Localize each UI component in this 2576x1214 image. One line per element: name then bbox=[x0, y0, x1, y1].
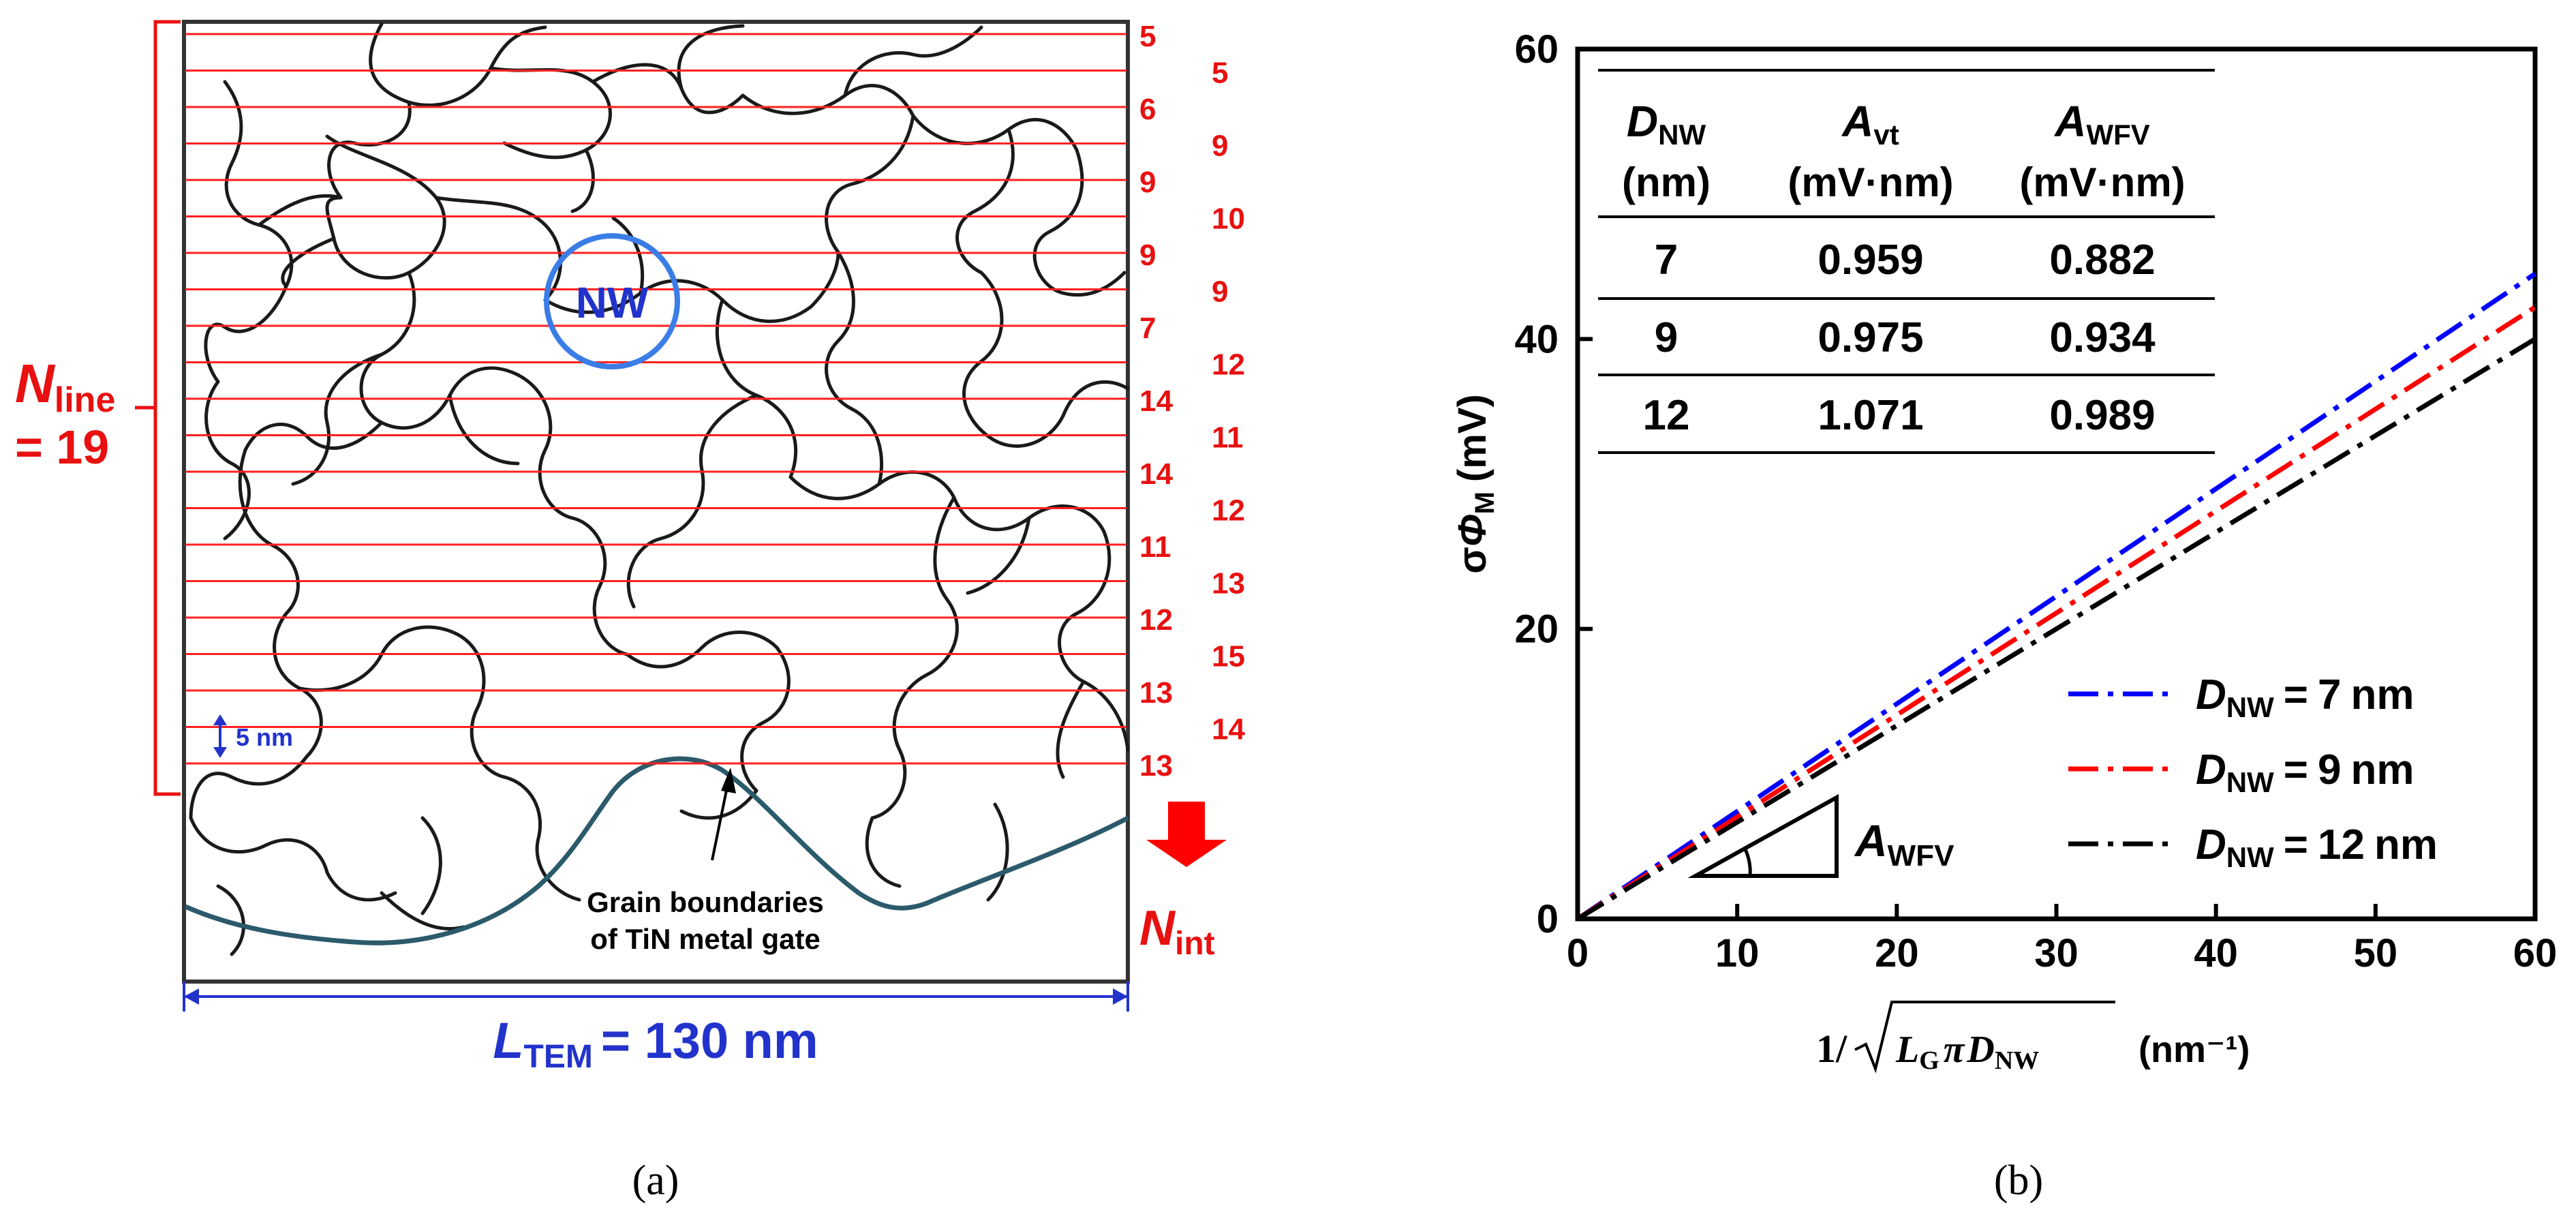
row-count-label: 9 bbox=[1212, 130, 1228, 163]
x-axis-label-prefix: 1/ bbox=[1816, 1027, 1847, 1071]
n-line-bracket bbox=[153, 20, 181, 796]
slope-angle-arc bbox=[1743, 848, 1752, 877]
caption-a: (a) bbox=[632, 1157, 679, 1204]
caption-b: (b) bbox=[1994, 1157, 2043, 1204]
table-cell-r1-dnw: 7 bbox=[1655, 237, 1678, 284]
x-tick-label: 0 bbox=[1567, 931, 1589, 975]
x-tick-label: 60 bbox=[2513, 931, 2558, 975]
row-count-label: 14 bbox=[1139, 384, 1173, 418]
row-count-label: 13 bbox=[1139, 676, 1173, 710]
y-tick-label: 60 bbox=[1514, 27, 1559, 72]
row-count-label: 10 bbox=[1212, 202, 1245, 236]
n-line-value: = 19 bbox=[15, 421, 109, 474]
x-tick-label: 20 bbox=[1875, 931, 1919, 975]
row-count-label: 14 bbox=[1212, 713, 1245, 746]
y-tick-label: 20 bbox=[1514, 607, 1559, 652]
slope-triangle-label: AWFV bbox=[1854, 815, 1954, 872]
row-count-label: 12 bbox=[1212, 348, 1245, 382]
table-header-dnw-unit: (nm) bbox=[1622, 160, 1711, 205]
axes: 0 10 20 30 40 50 60 0 20 40 60 bbox=[1514, 27, 2557, 975]
table-cell-r3-awfv: 0.989 bbox=[2049, 392, 2155, 439]
table-cell-r1-avt: 0.959 bbox=[1818, 237, 1923, 284]
row-count-label: 7 bbox=[1139, 312, 1156, 345]
data-table: DNW (nm) Avt (mV·nm) AWFV (mV·nm) 7 0.95… bbox=[1598, 69, 2215, 454]
table-header-awfv: AWFV bbox=[2053, 97, 2150, 151]
series-lines bbox=[1576, 271, 2536, 921]
y-tick-label: 40 bbox=[1514, 317, 1559, 361]
nw-label: NW bbox=[576, 278, 649, 327]
x-axis-label: 1/ LG πDNW (nm⁻¹) bbox=[1816, 1001, 2250, 1075]
l-tem-arrow-left-icon bbox=[184, 988, 199, 1005]
slope-triangle: AWFV bbox=[1687, 793, 1954, 878]
x-axis-label-unit: (nm⁻¹) bbox=[2138, 1029, 2250, 1070]
series-line-dnw-9 bbox=[1576, 305, 2536, 921]
x-tick-label: 40 bbox=[2194, 931, 2238, 975]
row-count-label: 13 bbox=[1212, 567, 1245, 601]
panel-b: 0 10 20 30 40 50 60 0 20 40 60 σΦM(mV) 1/ LG πDNW (… bbox=[1450, 27, 2557, 1204]
row-count-label: 11 bbox=[1212, 421, 1244, 455]
legend: DNW = 7 nm DNW = 9 nm DNW = 12 nm bbox=[2068, 671, 2438, 873]
table-cell-r2-avt: 0.975 bbox=[1818, 314, 1923, 361]
row-count-labels: 5 5 6 9 9 10 9 9 7 12 14 11 14 12 11 13 12 15 13 14 13 bbox=[1139, 20, 1245, 783]
table-header-dnw: DNW bbox=[1627, 97, 1706, 151]
row-count-label: 5 bbox=[1139, 20, 1156, 53]
table-header-awfv-unit: (mV·nm) bbox=[2019, 160, 2185, 205]
row-count-label: 13 bbox=[1139, 749, 1173, 783]
legend-label: DNW = 7 nm bbox=[2196, 671, 2414, 723]
x-tick-label: 10 bbox=[1715, 931, 1760, 975]
row-count-label: 9 bbox=[1212, 275, 1228, 309]
row-count-label: 9 bbox=[1139, 166, 1156, 199]
row-count-label: 9 bbox=[1139, 239, 1156, 272]
table-header-avt-unit: (mV·nm) bbox=[1788, 160, 1953, 205]
row-count-label: 12 bbox=[1212, 494, 1245, 528]
scan-lines bbox=[185, 33, 1126, 765]
l-tem-arrow-right-icon bbox=[1113, 988, 1128, 1005]
row-count-label: 5 bbox=[1212, 57, 1228, 90]
row-count-label: 6 bbox=[1139, 93, 1156, 126]
legend-label: DNW = 12 nm bbox=[2196, 821, 2438, 873]
l-tem-label: LTEM = 130 nm bbox=[493, 1012, 818, 1075]
row-count-label: 14 bbox=[1139, 457, 1173, 491]
grain-annotation-line2: of TiN metal gate bbox=[590, 923, 821, 955]
row-count-label: 15 bbox=[1212, 640, 1245, 673]
table-cell-r3-avt: 1.071 bbox=[1818, 392, 1923, 439]
legend-label: DNW = 9 nm bbox=[2196, 746, 2414, 798]
n-int-arrow-icon bbox=[1146, 802, 1227, 867]
series-line-dnw-7 bbox=[1576, 271, 2536, 921]
table-cell-r2-awfv: 0.934 bbox=[2049, 314, 2156, 361]
n-int-label: Nint bbox=[1139, 901, 1215, 962]
row-count-label: 12 bbox=[1139, 603, 1173, 637]
spacing-label: 5 nm bbox=[236, 723, 293, 751]
y-axis-label: σΦM(mV) bbox=[1450, 394, 1500, 574]
grain-annotation-line1: Grain boundaries bbox=[587, 886, 824, 918]
grain-boundary-network bbox=[189, 22, 1130, 956]
tem-frame bbox=[182, 20, 1130, 984]
spacing-marker: 5 nm bbox=[213, 714, 293, 758]
panel-a: 5 5 6 9 9 10 9 9 7 12 14 11 14 12 11 13 12 15 13 14 13 NW Nl… bbox=[15, 20, 1245, 1204]
table-cell-r1-awfv: 0.882 bbox=[2049, 237, 2155, 284]
x-axis-label-radicand: LG πDNW bbox=[1895, 1029, 2039, 1075]
sqrt-sign-icon bbox=[1854, 1001, 2115, 1074]
n-line-label: Nline bbox=[15, 353, 115, 420]
series-line-dnw-12 bbox=[1576, 337, 2536, 921]
metal-gate-bottom-profile bbox=[184, 756, 1129, 945]
nanowire-circle bbox=[544, 233, 680, 369]
annotation-arrowhead bbox=[721, 768, 736, 793]
table-cell-r2-dnw: 9 bbox=[1655, 314, 1678, 361]
row-count-label: 11 bbox=[1139, 530, 1171, 564]
y-tick-label: 0 bbox=[1537, 897, 1559, 941]
table-cell-r3-dnw: 12 bbox=[1643, 392, 1690, 439]
x-tick-label: 50 bbox=[2354, 931, 2398, 975]
x-tick-label: 30 bbox=[2034, 931, 2079, 975]
slope-triangle-shape bbox=[1687, 793, 1839, 878]
table-header-avt: Avt bbox=[1841, 97, 1899, 151]
